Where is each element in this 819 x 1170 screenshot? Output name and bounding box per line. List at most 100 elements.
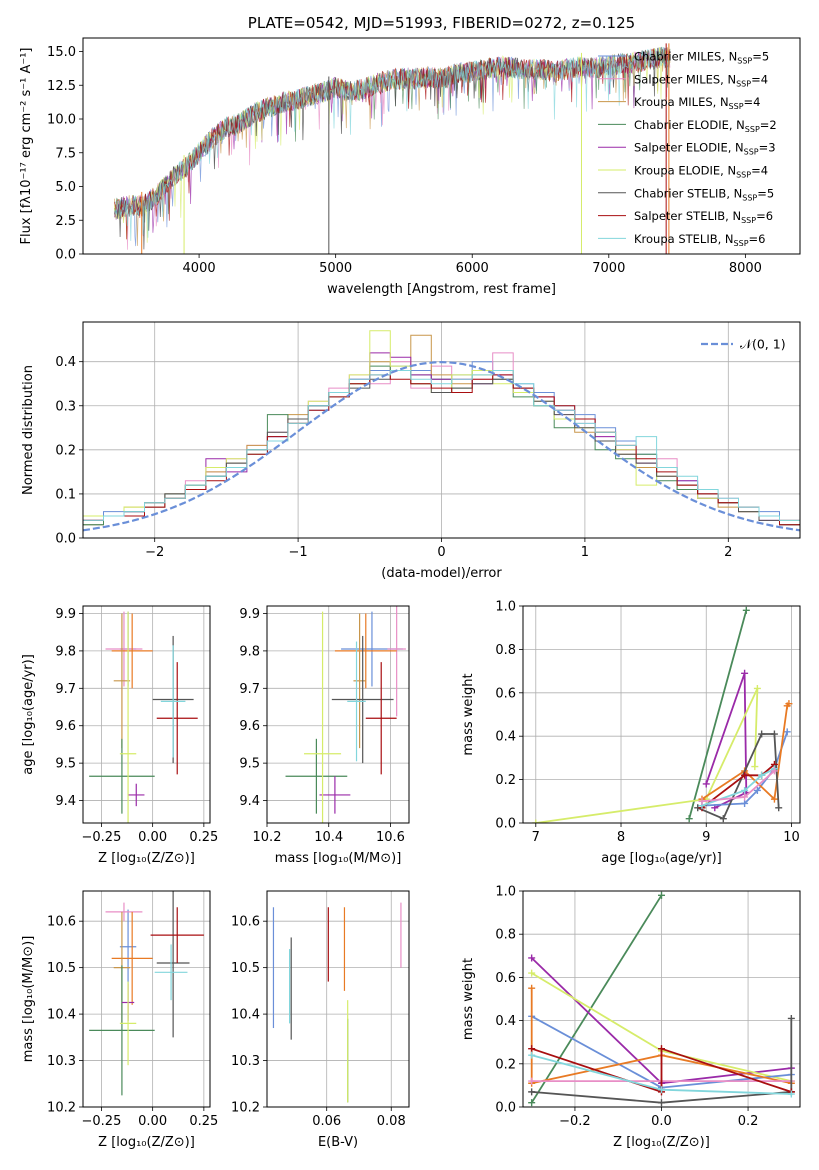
legend-label-text: Salpeter STELIB, N [634, 209, 741, 223]
axes-frame [266, 605, 410, 824]
weight-marker [528, 954, 536, 962]
weight-series [688, 610, 748, 819]
weight-series [705, 673, 748, 809]
error-bar-point [285, 738, 348, 814]
y-tick-label: 0.0 [55, 248, 76, 263]
error-bar-point [160, 645, 186, 758]
error-bar-point [347, 641, 366, 762]
x-tick-label: 7000 [592, 261, 625, 276]
x-tick-label: −0.25 [82, 830, 122, 845]
weight-marker [742, 606, 750, 614]
weight-marker [741, 771, 749, 779]
x-tick-label: −0.25 [82, 1114, 122, 1129]
x-tick-label: 0 [437, 545, 445, 560]
error-bar-point [331, 635, 394, 764]
y-tick-label: 0.4 [55, 355, 76, 370]
error-bar-point [89, 965, 155, 1096]
x-tick-label: 7 [532, 830, 540, 845]
weight-marker [787, 1090, 795, 1098]
x-tick-label: 10.4 [314, 830, 343, 845]
legend-label-sub: SSP [736, 171, 751, 180]
legend-label-text: Kroupa MILES, N [634, 95, 729, 109]
legend-entry: Kroupa ELODIE, NSSP=4 [598, 164, 768, 180]
panel-spectrum: 4000 5000 6000 7000 8000 0.0 2.5 5.0 7.5 10.0 12.5… [19, 14, 801, 297]
y-tick-label: 2.5 [55, 214, 76, 229]
weight-marker [658, 1086, 665, 1094]
legend-label: Chabrier ELODIE, NSSP=2 [634, 118, 777, 134]
y-tick-label: 10.0 [47, 113, 76, 128]
y-tick-label: 0.3 [55, 399, 76, 414]
y-tick-label: 0.8 [495, 643, 516, 658]
weight-marker [770, 767, 778, 775]
y-tick-label: 0.6 [495, 971, 516, 986]
y-tick-label: 0.0 [495, 817, 516, 832]
legend-label: Kroupa ELODIE, NSSP=4 [634, 164, 768, 180]
x-tick-label: 9 [702, 830, 710, 845]
error-bar-point [113, 613, 131, 749]
x-tick-label: 0.00 [138, 830, 167, 845]
error-bar-point [334, 613, 397, 689]
legend-label-sub: SSP [734, 239, 749, 248]
y-tick-label: 0.4 [495, 730, 516, 745]
y-tick-label: 0.6 [495, 686, 516, 701]
normal-curve [83, 360, 800, 532]
weight-marker [528, 984, 536, 992]
legend-label-sub: SSP [742, 193, 757, 202]
y-tick-label: 9.9 [55, 607, 76, 622]
x-tick-label: 8000 [729, 261, 762, 276]
error-bar-point [156, 662, 198, 775]
weight-marker [719, 815, 727, 823]
axes-frame [82, 321, 801, 539]
y-axis-label: age [log₁₀(age/yr)] [21, 654, 36, 775]
weight-marker [783, 728, 791, 736]
x-axis-label: E(B-V) [318, 1135, 358, 1150]
legend-label: 𝒩(0, 1) [740, 337, 786, 352]
x-tick-label: 0.25 [189, 830, 218, 845]
weight-marker [532, 819, 540, 823]
axes-frame [82, 890, 211, 1108]
weight-marker [528, 1088, 536, 1096]
x-tick-label: −0.2 [559, 1114, 591, 1129]
error-bar-point [119, 611, 137, 823]
legend-label-text: Salpeter ELODIE, N [634, 141, 744, 155]
weight-marker [528, 1045, 536, 1053]
legend-label-sub: SSP [729, 102, 744, 111]
panel-z_mass: −0.25 0.00 0.25 10.2 10.3 10.4 10.5 10.6 Z [log₁… [21, 890, 218, 1150]
x-tick-label: −2 [145, 545, 164, 560]
x-axis-label: (data-model)/error [381, 566, 502, 581]
weight-marker [785, 700, 793, 708]
error-bar-point [105, 902, 143, 922]
x-axis-label: mass [log₁₀(M/M⊙)] [275, 851, 402, 866]
plot-area [523, 891, 800, 1107]
x-tick-label: −1 [289, 545, 308, 560]
panel-z_age: −0.25 0.00 0.25 9.4 9.5 9.6 9.7 9.8 9.9 Z [log₁₀(… [21, 605, 218, 866]
axes-frame [266, 890, 410, 1108]
y-tick-label: 5.0 [55, 180, 76, 195]
legend-label-text: Chabrier STELIB, N [634, 186, 742, 200]
y-tick-label: 0.8 [495, 928, 516, 943]
legend-label: Kroupa STELIB, NSSP=6 [634, 232, 765, 248]
y-tick-label: 0.2 [495, 773, 516, 788]
legend-label: Salpeter ELODIE, NSSP=3 [634, 141, 776, 157]
y-tick-label: 0.0 [495, 1101, 516, 1116]
x-axis-label: Z [log₁₀(Z/Z⊙)] [98, 1135, 195, 1150]
legend-label-n: =6 [756, 209, 773, 223]
x-tick-label: 1 [581, 545, 589, 560]
x-tick-label: 0.06 [312, 1114, 341, 1129]
x-tick-label: 2 [724, 545, 732, 560]
legend-label-n: =5 [757, 186, 774, 200]
weight-marker [658, 1099, 665, 1107]
y-tick-label: 9.7 [239, 682, 260, 697]
y-tick-label: 10.2 [47, 1101, 76, 1116]
legend-label-text: Kroupa ELODIE, N [634, 164, 736, 178]
x-tick-label: 8 [617, 830, 625, 845]
weight-marker [758, 771, 766, 779]
weight-marker [770, 730, 778, 738]
x-tick-label: 0.08 [377, 1114, 406, 1129]
panel-ebv_mass: 0.06 0.08 10.2 10.3 10.4 10.5 10.6 E(B-V) [231, 890, 410, 1150]
error-bar-point [365, 662, 397, 775]
x-axis-label: Z [log₁₀(Z/Z⊙)] [613, 1135, 710, 1150]
plot-area [83, 322, 800, 538]
weight-marker [528, 1099, 536, 1107]
